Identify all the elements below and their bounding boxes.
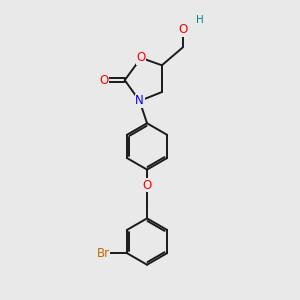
Text: Br: Br	[97, 247, 110, 260]
Text: O: O	[99, 74, 109, 87]
Text: H: H	[196, 15, 204, 25]
Text: N: N	[135, 94, 144, 107]
Text: O: O	[142, 178, 152, 192]
Text: O: O	[136, 51, 146, 64]
Text: O: O	[178, 23, 187, 36]
